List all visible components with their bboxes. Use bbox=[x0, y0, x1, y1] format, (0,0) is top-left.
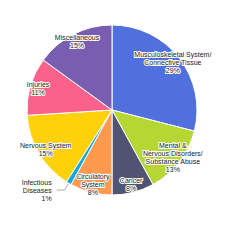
svg-text:29%: 29% bbox=[166, 67, 180, 74]
svg-text:8%: 8% bbox=[88, 189, 98, 196]
svg-text:11%: 11% bbox=[31, 89, 45, 96]
svg-text:Infectious: Infectious bbox=[22, 179, 52, 186]
svg-text:Connective Tissue: Connective Tissue bbox=[144, 59, 201, 66]
svg-text:Cancer: Cancer bbox=[120, 177, 143, 184]
svg-text:15%: 15% bbox=[39, 150, 53, 157]
svg-text:Miscellaneous: Miscellaneous bbox=[55, 34, 100, 41]
svg-text:Injuries: Injuries bbox=[27, 81, 50, 89]
svg-text:Nervous Disorders/: Nervous Disorders/ bbox=[143, 150, 203, 157]
svg-text:1%: 1% bbox=[42, 195, 52, 202]
svg-text:13%: 13% bbox=[166, 166, 180, 173]
svg-text:Circulatory: Circulatory bbox=[76, 173, 110, 181]
svg-text:Nervous System: Nervous System bbox=[20, 142, 72, 150]
svg-text:System: System bbox=[81, 181, 105, 189]
svg-text:Mental &: Mental & bbox=[159, 142, 187, 149]
svg-text:Substance Abuse: Substance Abuse bbox=[146, 158, 201, 165]
svg-text:Diseases: Diseases bbox=[23, 187, 52, 194]
svg-text:15%: 15% bbox=[70, 42, 84, 49]
svg-text:Musculoskeletal System/: Musculoskeletal System/ bbox=[134, 51, 211, 59]
svg-text:8%: 8% bbox=[126, 185, 136, 192]
